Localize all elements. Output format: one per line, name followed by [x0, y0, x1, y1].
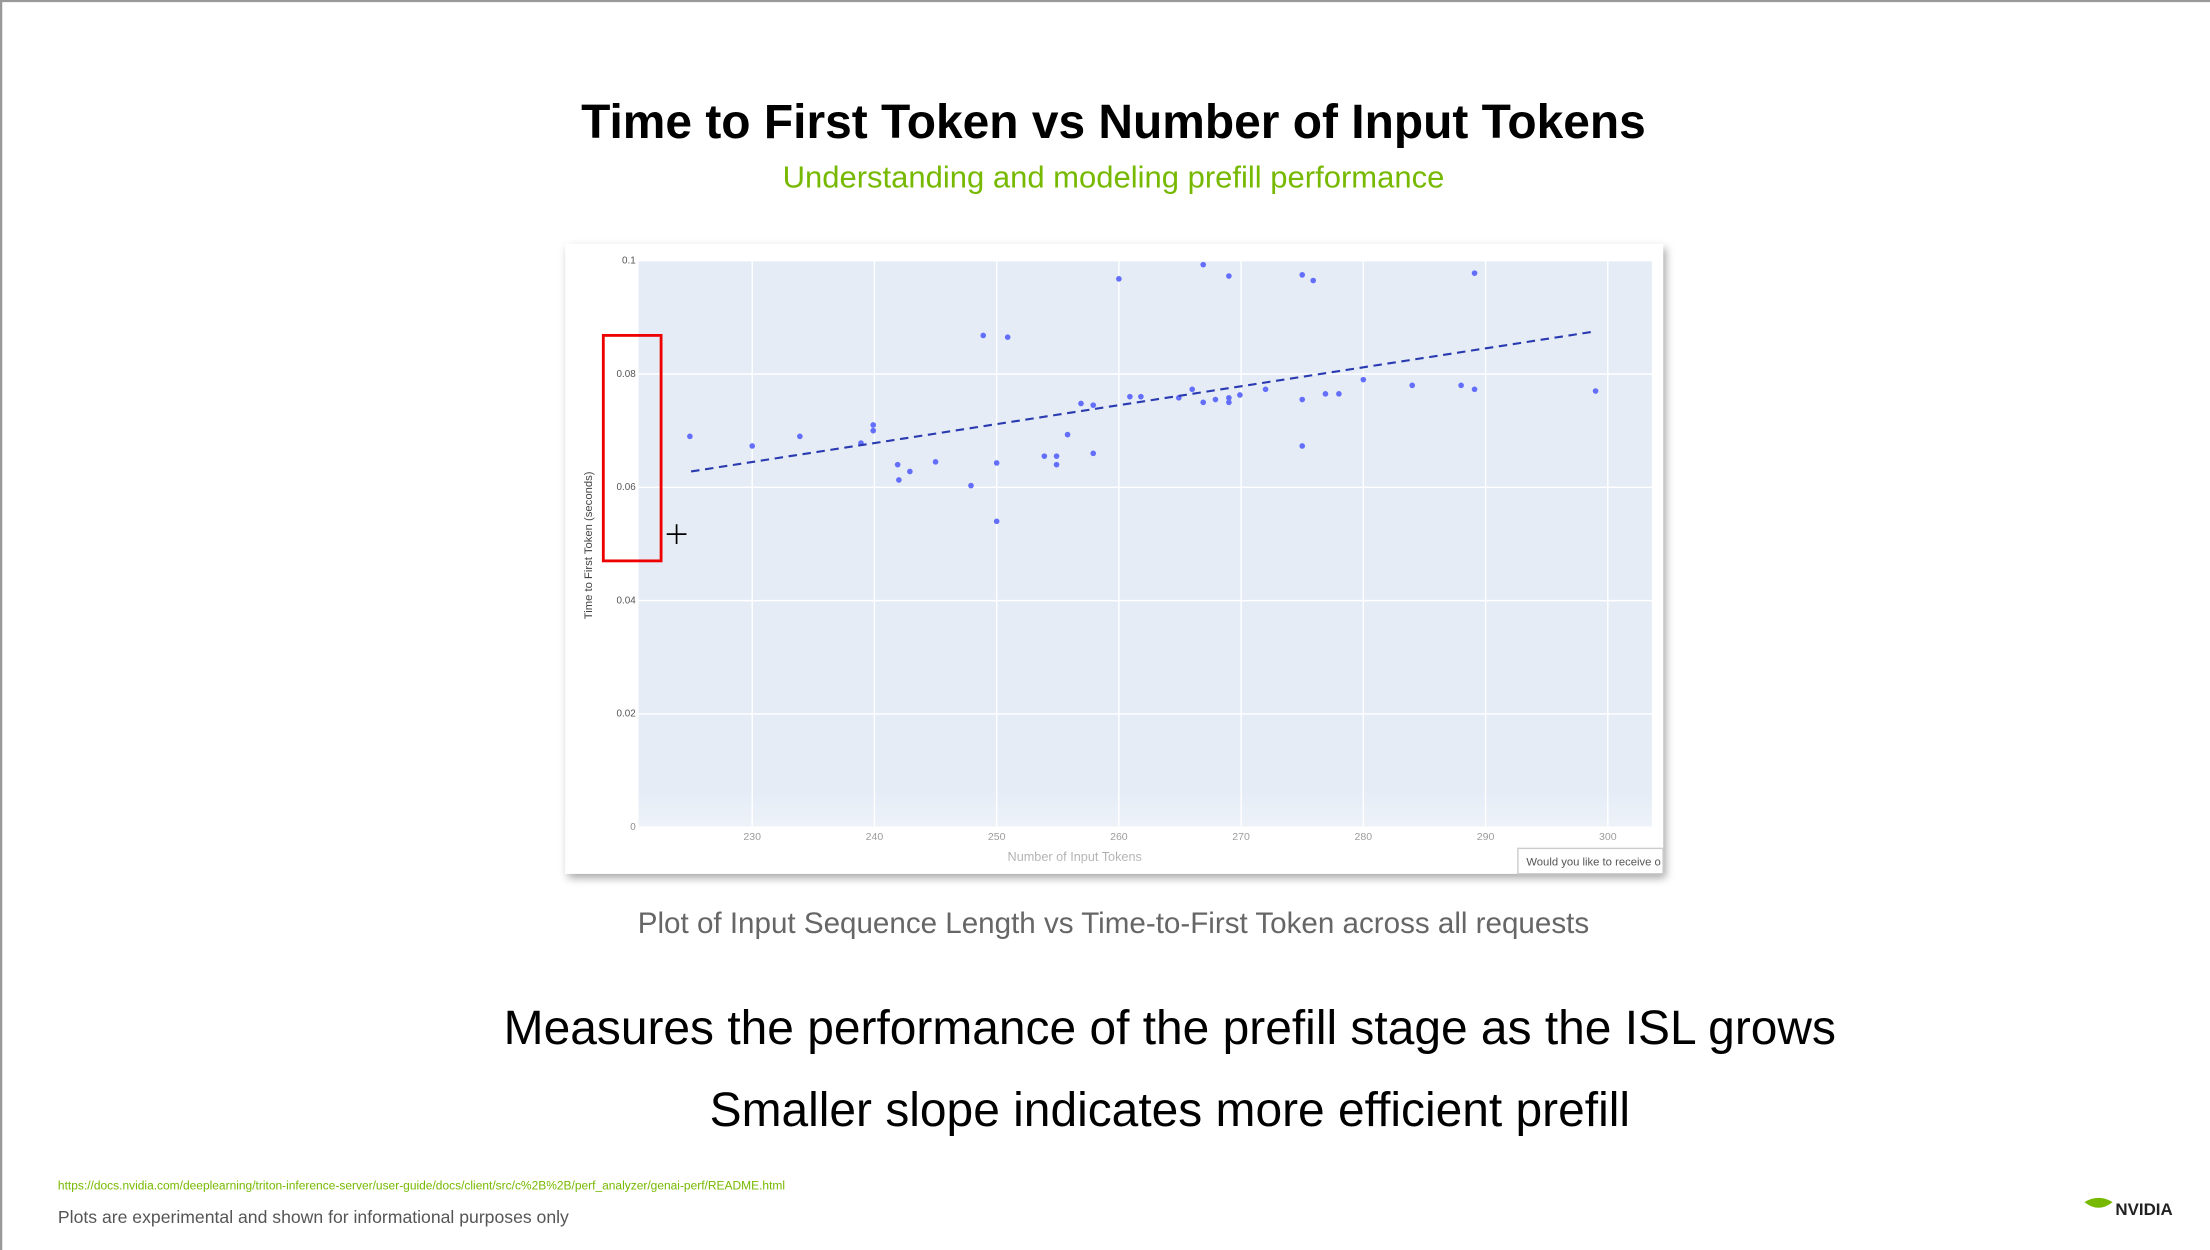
y-axis-title: Time to First Token (seconds)	[583, 471, 595, 619]
data-point	[980, 332, 987, 339]
data-point	[907, 468, 913, 475]
data-point	[993, 518, 1000, 525]
data-point	[1041, 453, 1048, 459]
data-point	[1226, 273, 1232, 279]
data-point	[1090, 450, 1097, 457]
data-point	[968, 482, 974, 489]
data-point	[1053, 453, 1060, 459]
data-point	[894, 461, 901, 468]
highlight-box	[601, 333, 663, 563]
data-point	[1409, 382, 1416, 389]
data-point	[1592, 388, 1599, 394]
data-point	[1189, 386, 1196, 393]
data-point	[932, 459, 939, 465]
data-point	[1299, 272, 1306, 278]
data-point	[896, 477, 902, 483]
data-point	[1212, 396, 1219, 403]
data-point	[993, 460, 1000, 466]
data-point	[1090, 402, 1097, 408]
y-tick-label: 0.02	[617, 709, 636, 720]
data-point	[1458, 382, 1464, 389]
chart-fade	[565, 789, 1664, 874]
chart: 00.020.040.060.080.123024025026027028029…	[583, 256, 1652, 864]
disclaimer: Plots are experimental and shown for inf…	[58, 1207, 569, 1227]
data-point	[797, 433, 803, 440]
logo: NVIDIA	[2115, 1200, 2172, 1219]
logo-mark	[2084, 1197, 2113, 1208]
bullet: Smaller slope indicates more efficient p…	[710, 1084, 1630, 1137]
slide-subtitle: Understanding and modeling prefill perfo…	[783, 159, 1445, 194]
popup	[1517, 847, 1664, 875]
y-tick-label: 0.06	[617, 482, 637, 493]
data-point	[1336, 391, 1342, 397]
y-tick-label: 0.04	[617, 595, 637, 606]
y-tick-label: 0.08	[617, 369, 637, 380]
plot-background	[638, 260, 1652, 828]
data-point	[749, 443, 756, 449]
bullet: Measures the performance of the prefill …	[504, 1002, 1836, 1055]
data-point	[1322, 391, 1329, 397]
data-point	[1200, 261, 1207, 268]
trend-line	[690, 330, 1595, 473]
popup-text: Would you like to receive o	[1526, 856, 1660, 868]
data-point	[1078, 400, 1084, 407]
data-point	[1310, 277, 1317, 284]
data-point	[870, 427, 877, 434]
data-point	[1262, 386, 1269, 393]
data-point	[1004, 334, 1011, 341]
data-point	[1226, 394, 1232, 401]
slide-title: Time to First Token vs Number of Input T…	[581, 96, 1646, 149]
link[interactable]: https://docs.nvidia.com/deeplearning/tri…	[58, 1178, 785, 1192]
caption: Plot of Input Sequence Length vs Time-to…	[638, 907, 1589, 940]
y-tick-label: 0.1	[622, 256, 636, 267]
data-point	[1237, 392, 1243, 398]
data-point	[1299, 396, 1306, 403]
data-point	[1138, 393, 1144, 400]
data-point	[1053, 461, 1060, 468]
data-point	[1064, 431, 1071, 438]
data-point	[1116, 276, 1122, 282]
data-point	[1299, 443, 1306, 449]
data-point	[687, 433, 693, 440]
data-point	[1127, 393, 1133, 400]
cursor	[666, 524, 687, 544]
data-point	[1471, 270, 1478, 276]
data-point	[870, 422, 877, 428]
data-point	[1471, 386, 1478, 393]
data-point	[1360, 376, 1367, 383]
data-point	[1200, 399, 1207, 406]
data-point	[1226, 399, 1232, 406]
